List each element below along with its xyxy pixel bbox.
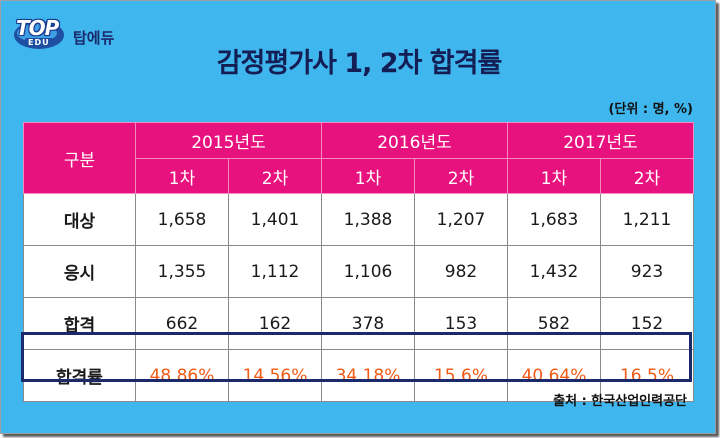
year-header: 2017년도 xyxy=(507,122,694,159)
table-cell: 582 xyxy=(507,297,601,350)
row-label: 합격 xyxy=(23,297,136,350)
round-header: 1차 xyxy=(507,158,601,194)
table-cell: 1,207 xyxy=(414,193,508,246)
year-header: 2015년도 xyxy=(135,122,322,159)
pass-rate-cell: 34.18% xyxy=(321,349,415,402)
table-row: 합격 662 162 378 153 582 152 xyxy=(23,297,694,350)
table-cell: 153 xyxy=(414,297,508,350)
year-header: 2016년도 xyxy=(321,122,508,159)
pass-rate-cell: 14.56% xyxy=(228,349,322,402)
round-header: 1차 xyxy=(135,158,229,194)
table-row: 대상 1,658 1,401 1,388 1,207 1,683 1,211 xyxy=(23,193,694,246)
table-cell: 162 xyxy=(228,297,322,350)
table-cell: 1,388 xyxy=(321,193,415,246)
table-cell: 1,106 xyxy=(321,245,415,298)
logo-text: TOP xyxy=(16,16,59,40)
brand-logo[interactable]: TOP EDU 탑에듀 xyxy=(13,13,133,53)
pass-rate-cell: 48.86% xyxy=(135,349,229,402)
table-cell: 662 xyxy=(135,297,229,350)
pass-rate-row: 합격률 48.86% 14.56% 34.18% 15.6% 40.64% 16… xyxy=(23,349,694,402)
table-cell: 1,355 xyxy=(135,245,229,298)
source-note: 출처 : 한국산업인력공단 xyxy=(553,394,687,409)
table-cell: 152 xyxy=(600,297,694,350)
brand-name: 탑에듀 xyxy=(73,29,115,47)
page-title: 감정평가사 1, 2차 합격률 xyxy=(216,48,503,79)
row-label: 대상 xyxy=(23,193,136,246)
round-header: 2차 xyxy=(600,158,694,194)
table-cell: 378 xyxy=(321,297,415,350)
table-row: 응시 1,355 1,112 1,106 982 1,432 923 xyxy=(23,245,694,298)
table-cell: 1,401 xyxy=(228,193,322,246)
table-cell: 1,112 xyxy=(228,245,322,298)
row-label: 응시 xyxy=(23,245,136,298)
pass-rate-cell: 15.6% xyxy=(414,349,508,402)
unit-note: (단위 : 명, %) xyxy=(608,102,693,117)
table-cell: 1,211 xyxy=(600,193,694,246)
table-cell: 982 xyxy=(414,245,508,298)
corner-header: 구분 xyxy=(23,122,136,194)
table-cell: 1,683 xyxy=(507,193,601,246)
table-cell: 1,658 xyxy=(135,193,229,246)
row-label: 합격률 xyxy=(23,349,136,402)
round-header: 2차 xyxy=(228,158,322,194)
round-header: 2차 xyxy=(414,158,508,194)
table-cell: 1,432 xyxy=(507,245,601,298)
pass-rate-table: 구분 2015년도 2016년도 2017년도 1차 2차 1차 2차 1차 2… xyxy=(23,122,694,402)
round-header: 1차 xyxy=(321,158,415,194)
table-cell: 923 xyxy=(600,245,694,298)
logo-sub-text: EDU xyxy=(25,38,53,47)
